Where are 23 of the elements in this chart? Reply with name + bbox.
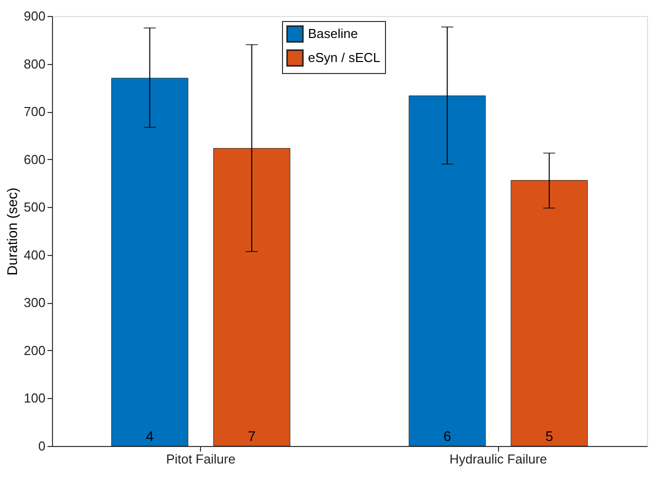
legend-label: Baseline [308, 26, 358, 41]
y-tick-label: 600 [24, 152, 46, 167]
annotation: 5 [545, 428, 554, 444]
y-tick-label: 900 [24, 8, 46, 24]
y-tick-label: 800 [24, 56, 46, 72]
y-tick-label: 700 [24, 104, 46, 120]
bar [408, 96, 486, 446]
y-tick-label: 500 [24, 200, 46, 215]
x-tick-label: Pitot Failure [166, 452, 236, 466]
annotation: 4 [146, 428, 154, 444]
x-tick-label: Hydraulic Failure [449, 452, 548, 466]
y-axis-title: Duration (sec) [4, 188, 20, 276]
bar [213, 148, 290, 446]
bar [111, 78, 188, 446]
y-tick-label: 100 [24, 390, 46, 406]
y-tick-label: 300 [24, 295, 46, 310]
bar [510, 180, 588, 446]
legend-label: eSyn / sECL [308, 50, 380, 65]
y-tick-label: 0 [38, 438, 46, 454]
annotation: 6 [443, 428, 452, 444]
y-tick-label: 400 [24, 247, 46, 262]
y-tick-label: 200 [24, 342, 46, 358]
annotation: 7 [248, 428, 256, 444]
